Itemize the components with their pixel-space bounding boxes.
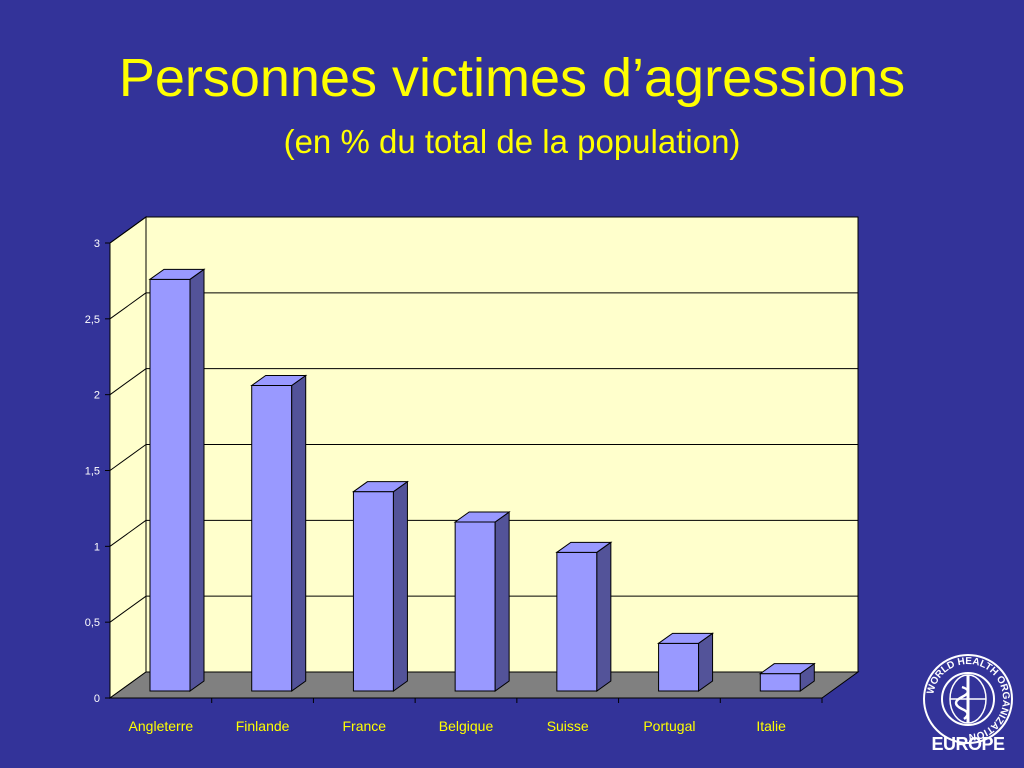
bar-top [657,632,715,644]
bar-side [392,480,408,692]
gridline-side [109,292,147,320]
bar-top [250,375,308,386]
x-tick-label: Portugal [643,718,695,734]
bar-top [351,481,409,493]
bar-side [189,268,205,692]
bar-side [291,374,307,692]
bar-top [453,511,511,523]
logo-region: EUROPE [931,734,1005,754]
y-tick-label: 3 [94,238,100,250]
y-tick-label: 0 [94,693,100,705]
x-tick-label: France [342,718,386,734]
bar-italie [759,673,801,692]
y-tick-label: 1,5 [85,466,100,478]
x-tick-label: Italie [756,718,786,734]
x-tick-label: Suisse [547,718,589,734]
bar-top [555,541,613,553]
bar-side [596,541,612,692]
who-emblem-icon: WORLD HEALTH ORGANIZATION [923,654,1013,744]
bar-belgique [454,521,496,692]
gridline-side [109,216,147,244]
gridline-side [109,444,147,471]
bar-side [494,511,510,692]
x-tick-label: Finlande [236,718,290,734]
gridline-side [109,595,147,623]
gridline-side [109,519,147,547]
bar-portugal [658,642,700,692]
bar-finlande [251,385,293,692]
y-tick-label: 1 [94,541,100,553]
bar-angleterre [149,278,191,692]
bar-france [352,491,394,692]
x-tick-label: Angleterre [129,718,194,734]
bar-top [758,663,816,675]
bar-top [148,268,206,280]
x-tick-label: Belgique [439,718,494,734]
y-tick-label: 0,5 [85,617,100,629]
bar-suisse [556,551,598,692]
chart-title: Personnes victimes d’agressions [118,48,906,108]
gridline-side [109,368,147,396]
y-tick-label: 2,5 [85,314,100,326]
chart-subtitle: (en % du total de la population) [283,123,741,160]
y-tick-label: 2 [94,390,100,402]
